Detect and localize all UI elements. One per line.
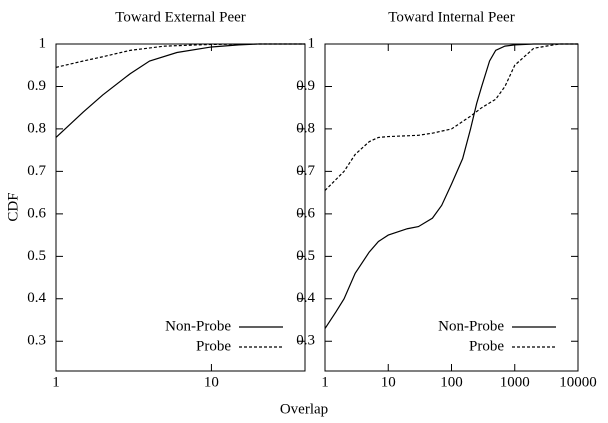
plot-frame bbox=[55, 43, 306, 372]
y-tick-label: 0.9 bbox=[27, 78, 46, 94]
x-tick-label: 10 bbox=[204, 374, 219, 390]
series-line bbox=[55, 43, 305, 138]
y-tick-label: 0.3 bbox=[296, 333, 315, 349]
y-tick-label: 0.4 bbox=[296, 290, 315, 306]
y-tick-label: 0.4 bbox=[27, 290, 46, 306]
x-tick-label: 10000 bbox=[559, 374, 597, 390]
y-tick-label: 0.7 bbox=[27, 163, 46, 179]
panel-title: Toward Internal Peer bbox=[388, 9, 514, 25]
x-tick-label: 1000 bbox=[500, 374, 530, 390]
x-tick-label: 1 bbox=[52, 374, 60, 390]
y-tick-label: 1 bbox=[308, 35, 316, 51]
y-tick-label: 0.8 bbox=[296, 120, 315, 136]
x-axis-label: Overlap bbox=[280, 401, 328, 417]
y-tick-label: 0.9 bbox=[296, 78, 315, 94]
x-tick-label: 100 bbox=[440, 374, 463, 390]
y-tick-label: 0.5 bbox=[27, 248, 46, 264]
y-tick-label: 0.3 bbox=[27, 333, 46, 349]
legend-label: Probe bbox=[196, 338, 231, 354]
legend-label: Non-Probe bbox=[165, 318, 231, 334]
panel-title: Toward External Peer bbox=[115, 9, 246, 25]
series-line bbox=[55, 43, 305, 68]
y-tick-label: 0.6 bbox=[296, 205, 315, 221]
y-tick-label: 0.8 bbox=[27, 120, 46, 136]
series-line bbox=[324, 43, 578, 191]
y-tick-label: 0.5 bbox=[296, 248, 315, 264]
x-tick-label: 10 bbox=[381, 374, 396, 390]
legend-label: Non-Probe bbox=[438, 318, 504, 334]
y-tick-label: 0.6 bbox=[27, 205, 46, 221]
x-tick-label: 1 bbox=[321, 374, 329, 390]
y-axis-label: CDF bbox=[5, 192, 21, 221]
series-line bbox=[324, 43, 578, 329]
y-tick-label: 0.7 bbox=[296, 163, 315, 179]
y-tick-label: 1 bbox=[39, 35, 47, 51]
legend-label: Probe bbox=[469, 338, 504, 354]
